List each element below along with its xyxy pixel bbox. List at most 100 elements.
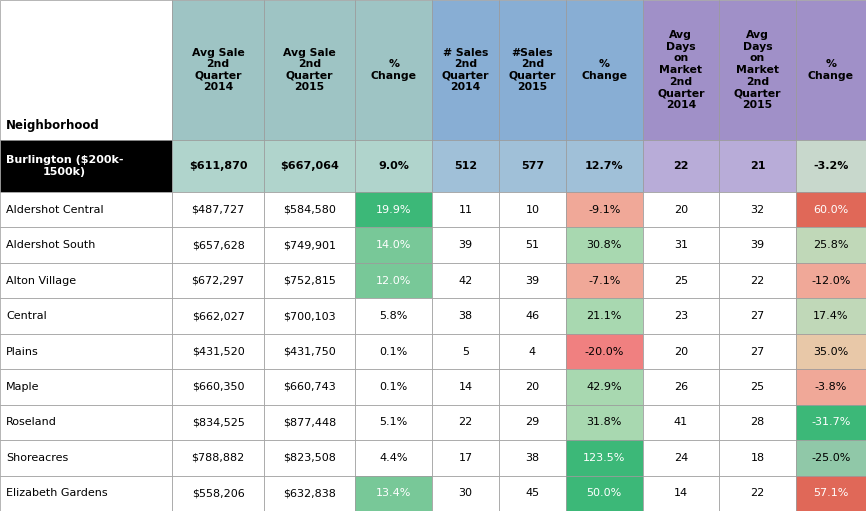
Bar bbox=[719, 0, 796, 140]
Bar bbox=[796, 369, 866, 405]
Text: 4.4%: 4.4% bbox=[379, 453, 408, 463]
Text: 25.8%: 25.8% bbox=[813, 240, 849, 250]
Bar bbox=[264, 263, 355, 298]
Text: -12.0%: -12.0% bbox=[811, 275, 850, 286]
Bar bbox=[355, 369, 432, 405]
Text: $632,838: $632,838 bbox=[283, 489, 336, 498]
Bar bbox=[172, 476, 264, 511]
Bar bbox=[172, 227, 264, 263]
Text: $611,870: $611,870 bbox=[189, 161, 248, 171]
Text: -25.0%: -25.0% bbox=[811, 453, 850, 463]
Text: 22: 22 bbox=[750, 489, 765, 498]
Text: $657,628: $657,628 bbox=[191, 240, 244, 250]
Text: 39: 39 bbox=[751, 240, 765, 250]
Bar bbox=[566, 369, 643, 405]
Text: 41: 41 bbox=[674, 417, 688, 427]
Text: 5: 5 bbox=[462, 346, 469, 357]
Bar bbox=[499, 334, 566, 369]
Text: Central: Central bbox=[6, 311, 47, 321]
Bar bbox=[355, 334, 432, 369]
Bar bbox=[264, 476, 355, 511]
Text: 20: 20 bbox=[526, 382, 540, 392]
Bar bbox=[172, 263, 264, 298]
Text: -20.0%: -20.0% bbox=[585, 346, 624, 357]
Bar bbox=[432, 298, 499, 334]
Bar bbox=[0, 369, 172, 405]
Text: 31: 31 bbox=[674, 240, 688, 250]
Bar bbox=[643, 263, 719, 298]
Bar bbox=[432, 476, 499, 511]
Bar bbox=[796, 405, 866, 440]
Text: 5.8%: 5.8% bbox=[379, 311, 408, 321]
Text: 14.0%: 14.0% bbox=[376, 240, 411, 250]
Bar bbox=[796, 298, 866, 334]
Bar bbox=[566, 227, 643, 263]
Text: 27: 27 bbox=[750, 311, 765, 321]
Bar bbox=[566, 140, 643, 192]
Bar bbox=[643, 227, 719, 263]
Text: -3.2%: -3.2% bbox=[813, 161, 849, 171]
Bar bbox=[432, 227, 499, 263]
Bar bbox=[0, 476, 172, 511]
Bar bbox=[796, 0, 866, 140]
Bar bbox=[172, 440, 264, 476]
Text: 20: 20 bbox=[674, 346, 688, 357]
Bar bbox=[719, 263, 796, 298]
Bar bbox=[172, 334, 264, 369]
Bar bbox=[566, 405, 643, 440]
Bar bbox=[355, 440, 432, 476]
Text: Plains: Plains bbox=[6, 346, 39, 357]
Text: 32: 32 bbox=[751, 205, 765, 215]
Text: Avg Sale
2nd
Quarter
2015: Avg Sale 2nd Quarter 2015 bbox=[283, 48, 336, 92]
Bar bbox=[643, 369, 719, 405]
Text: 35.0%: 35.0% bbox=[813, 346, 849, 357]
Bar bbox=[796, 192, 866, 227]
Text: 123.5%: 123.5% bbox=[583, 453, 625, 463]
Bar bbox=[643, 298, 719, 334]
Text: Avg
Days
on
Market
2nd
Quarter
2014: Avg Days on Market 2nd Quarter 2014 bbox=[657, 30, 705, 110]
Text: $877,448: $877,448 bbox=[283, 417, 336, 427]
Text: 38: 38 bbox=[458, 311, 473, 321]
Text: 10: 10 bbox=[526, 205, 540, 215]
Bar bbox=[643, 334, 719, 369]
Text: 39: 39 bbox=[526, 275, 540, 286]
Text: Avg
Days
on
Market
2nd
Quarter
2015: Avg Days on Market 2nd Quarter 2015 bbox=[734, 30, 781, 110]
Bar bbox=[499, 140, 566, 192]
Text: Aldershot Central: Aldershot Central bbox=[6, 205, 104, 215]
Text: Neighborhood: Neighborhood bbox=[6, 119, 100, 132]
Bar bbox=[264, 140, 355, 192]
Bar bbox=[643, 140, 719, 192]
Text: %
Change: % Change bbox=[581, 59, 627, 81]
Bar bbox=[172, 298, 264, 334]
Text: 17.4%: 17.4% bbox=[813, 311, 849, 321]
Bar bbox=[264, 369, 355, 405]
Bar bbox=[796, 227, 866, 263]
Text: $584,580: $584,580 bbox=[283, 205, 336, 215]
Bar bbox=[355, 0, 432, 140]
Bar bbox=[643, 405, 719, 440]
Text: $749,901: $749,901 bbox=[283, 240, 336, 250]
Text: $558,206: $558,206 bbox=[191, 489, 244, 498]
Text: $431,750: $431,750 bbox=[283, 346, 336, 357]
Bar bbox=[264, 298, 355, 334]
Text: 42: 42 bbox=[458, 275, 473, 286]
Bar bbox=[355, 298, 432, 334]
Bar bbox=[719, 334, 796, 369]
Bar bbox=[432, 263, 499, 298]
Text: 60.0%: 60.0% bbox=[813, 205, 849, 215]
Text: $487,727: $487,727 bbox=[191, 205, 245, 215]
Bar bbox=[719, 298, 796, 334]
Bar bbox=[566, 263, 643, 298]
Text: 14: 14 bbox=[458, 382, 473, 392]
Bar bbox=[0, 440, 172, 476]
Bar bbox=[355, 405, 432, 440]
Bar bbox=[643, 440, 719, 476]
Text: 28: 28 bbox=[750, 417, 765, 427]
Bar bbox=[0, 192, 172, 227]
Bar bbox=[796, 476, 866, 511]
Bar bbox=[432, 405, 499, 440]
Text: 46: 46 bbox=[526, 311, 540, 321]
Bar bbox=[796, 334, 866, 369]
Text: # Sales
2nd
Quarter
2014: # Sales 2nd Quarter 2014 bbox=[442, 48, 489, 92]
Text: 5.1%: 5.1% bbox=[379, 417, 408, 427]
